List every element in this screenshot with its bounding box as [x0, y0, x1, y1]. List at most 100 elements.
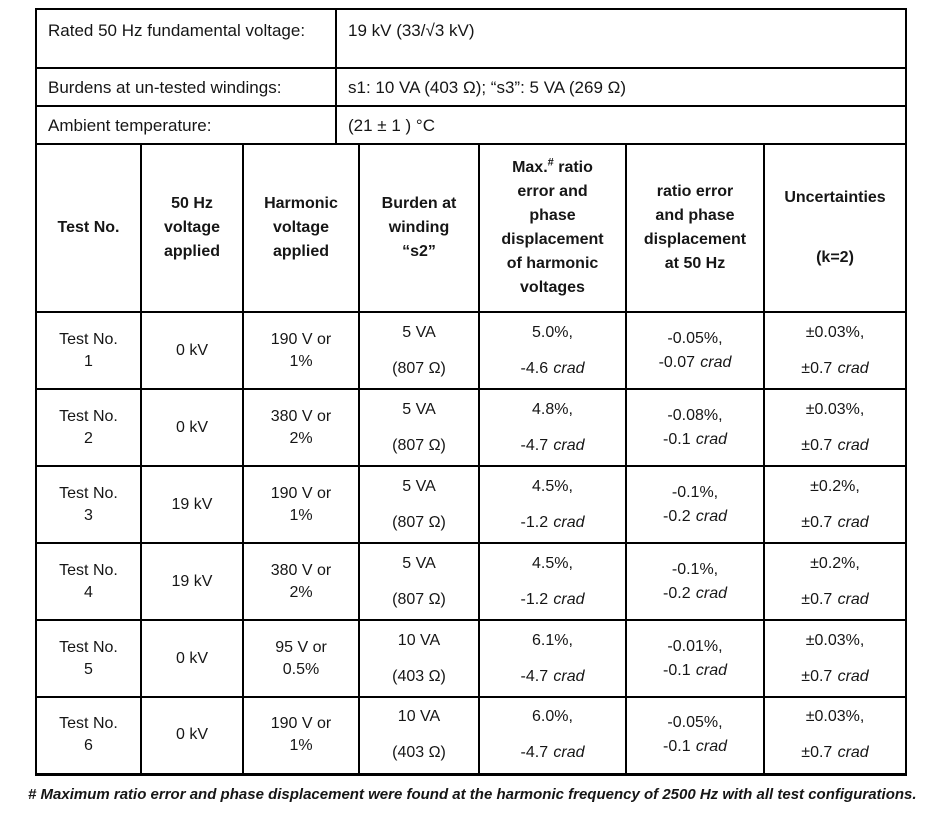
phase-unit: crad — [837, 590, 869, 608]
cell-test-no: Test No. 3 — [35, 465, 142, 544]
cell-max-ratio-error: 4.5%, -1.2 crad — [478, 542, 627, 621]
ratio-error-value: -0.1%, — [671, 483, 719, 501]
cell-uncertainties: ±0.03%, ±0.7 crad — [763, 388, 907, 467]
phase-value: -4.7 — [520, 667, 549, 685]
cell-test-no: Test No. 6 — [35, 696, 142, 776]
cell-harmonic-voltage: 95 V or 0.5% — [242, 619, 360, 698]
table-row: Test No. 6 0 kV 190 V or 1% 10 VA (403 Ω… — [35, 696, 907, 776]
uncertainty-ratio: ±0.03%, — [805, 400, 865, 418]
uncertainty-phase: ±0.7 crad — [768, 742, 902, 764]
burden-va: 5 VA — [402, 323, 436, 341]
footnote: # Maximum ratio error and phase displace… — [28, 785, 917, 803]
cell-ratio-error-50hz: -0.05%, -0.1 crad — [625, 696, 765, 776]
phase-unit: crad — [695, 661, 727, 679]
info-value-rated-voltage: 19 kV (33/√3 kV) — [335, 8, 907, 69]
phase-unit: crad — [553, 513, 585, 531]
report-page: Rated 50 Hz fundamental voltage: 19 kV (… — [0, 8, 940, 813]
cell-test-no: Test No. 5 — [35, 619, 142, 698]
cell-test-no: Test No. 2 — [35, 388, 142, 467]
uncertainty-ratio: ±0.2%, — [810, 554, 860, 572]
phase-value: -0.2 — [663, 584, 691, 602]
max-phase-displacement: -4.7 crad — [483, 435, 622, 457]
coverage-factor-label: (k=2) — [816, 249, 854, 266]
phase-value: ±0.7 — [801, 590, 833, 608]
phase-unit: crad — [553, 667, 585, 685]
phase-value: ±0.7 — [801, 436, 833, 454]
ratio-error-value: -0.01%, — [667, 637, 723, 655]
phase-unit: crad — [837, 744, 869, 762]
phase-displacement-50hz: -0.2 crad — [630, 583, 760, 605]
max-ratio-error-value: 5.0%, — [532, 323, 573, 341]
phase-unit: crad — [553, 359, 585, 377]
phase-unit: crad — [695, 507, 727, 525]
max-ratio-error-value: 6.0%, — [532, 708, 573, 726]
cell-uncertainties: ±0.03%, ±0.7 crad — [763, 696, 907, 776]
cell-harmonic-voltage: 380 V or 2% — [242, 388, 360, 467]
info-row-burdens: Burdens at un-tested windings: s1: 10 VA… — [35, 67, 907, 107]
ratio-error-value: -0.05%, — [667, 714, 723, 732]
cell-harmonic-voltage: 380 V or 2% — [242, 542, 360, 621]
max-ratio-error-value: 4.8%, — [532, 400, 573, 418]
col-header-50hz-voltage: 50 Hz voltage applied — [140, 143, 244, 313]
ratio-error-value: -0.1%, — [671, 560, 719, 578]
cell-max-ratio-error: 4.8%, -4.7 crad — [478, 388, 627, 467]
uncertainty-phase: ±0.7 crad — [768, 358, 902, 380]
table-row: Test No. 1 0 kV 190 V or 1% 5 VA (807 Ω)… — [35, 311, 907, 390]
footnote-marker-icon: # — [547, 156, 554, 169]
phase-displacement-50hz: -0.07 crad — [630, 352, 760, 374]
max-ratio-error-value: 4.5%, — [532, 477, 573, 495]
phase-unit: crad — [700, 353, 732, 371]
cell-burden: 5 VA (807 Ω) — [358, 542, 480, 621]
uncertainty-phase: ±0.7 crad — [768, 435, 902, 457]
phase-unit: crad — [837, 436, 869, 454]
header-row: Test No. 50 Hz voltage applied Harmonic … — [35, 143, 907, 313]
info-value-ambient-temperature: (21 ± 1 ) °C — [335, 105, 907, 143]
uncertainty-phase: ±0.7 crad — [768, 512, 902, 534]
burden-va: 10 VA — [397, 708, 441, 726]
ratio-error-value: -0.08%, — [667, 406, 723, 424]
burden-ohms: (403 Ω) — [392, 667, 446, 685]
phase-value: -1.2 — [520, 590, 549, 608]
col-header-max-ratio-error: Max.# ratio error and phase displacement… — [478, 143, 627, 313]
uncertainty-ratio: ±0.03%, — [805, 708, 865, 726]
table-row: Test No. 3 19 kV 190 V or 1% 5 VA (807 Ω… — [35, 465, 907, 544]
max-phase-displacement: -4.6 crad — [483, 358, 622, 380]
col-header-burden: Burden at winding “s2” — [358, 143, 480, 313]
cell-50hz-voltage: 0 kV — [140, 696, 244, 776]
info-label-ambient-temperature: Ambient temperature: — [35, 105, 337, 143]
phase-value: -1.2 — [520, 513, 549, 531]
cell-uncertainties: ±0.03%, ±0.7 crad — [763, 619, 907, 698]
info-row-ambient-temperature: Ambient temperature: (21 ± 1 ) °C — [35, 105, 907, 143]
burden-ohms: (807 Ω) — [392, 513, 446, 531]
cell-ratio-error-50hz: -0.1%, -0.2 crad — [625, 465, 765, 544]
cell-max-ratio-error: 4.5%, -1.2 crad — [478, 465, 627, 544]
cell-50hz-voltage: 0 kV — [140, 619, 244, 698]
cell-burden: 10 VA (403 Ω) — [358, 619, 480, 698]
col-header-uncertainties: Uncertainties (k=2) — [763, 143, 907, 313]
uncertainty-phase: ±0.7 crad — [768, 589, 902, 611]
phase-unit: crad — [553, 590, 585, 608]
info-row-rated-voltage: Rated 50 Hz fundamental voltage: 19 kV (… — [35, 8, 907, 69]
cell-50hz-voltage: 19 kV — [140, 542, 244, 621]
cell-ratio-error-50hz: -0.1%, -0.2 crad — [625, 542, 765, 621]
col-header-harmonic-voltage: Harmonic voltage applied — [242, 143, 360, 313]
max-phase-displacement: -4.7 crad — [483, 742, 622, 764]
cell-uncertainties: ±0.2%, ±0.7 crad — [763, 465, 907, 544]
phase-displacement-50hz: -0.1 crad — [630, 429, 760, 451]
burden-va: 10 VA — [397, 631, 441, 649]
phase-value: ±0.7 — [801, 667, 833, 685]
cell-harmonic-voltage: 190 V or 1% — [242, 696, 360, 776]
info-table: Rated 50 Hz fundamental voltage: 19 kV (… — [35, 8, 907, 143]
cell-50hz-voltage: 19 kV — [140, 465, 244, 544]
phase-unit: crad — [837, 667, 869, 685]
phase-value: -0.1 — [663, 661, 691, 679]
table-row: Test No. 5 0 kV 95 V or 0.5% 10 VA (403 … — [35, 619, 907, 698]
uncertainty-ratio: ±0.2%, — [810, 477, 860, 495]
cell-burden: 5 VA (807 Ω) — [358, 388, 480, 467]
cell-max-ratio-error: 6.0%, -4.7 crad — [478, 696, 627, 776]
phase-value: -0.2 — [663, 507, 691, 525]
cell-uncertainties: ±0.2%, ±0.7 crad — [763, 542, 907, 621]
burden-ohms: (807 Ω) — [392, 436, 446, 454]
phase-unit: crad — [553, 436, 585, 454]
cell-uncertainties: ±0.03%, ±0.7 crad — [763, 311, 907, 390]
